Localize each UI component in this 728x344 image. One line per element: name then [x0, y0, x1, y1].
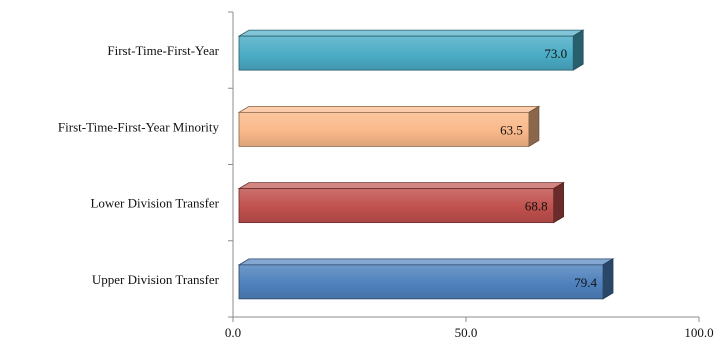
category-label: First-Time-First-Year Minority: [58, 119, 220, 134]
bar-front-face: [238, 111, 530, 147]
data-label: 63.5: [500, 122, 523, 137]
bar-top-face: [237, 105, 541, 113]
data-label: 79.4: [574, 275, 597, 290]
bar-side-face: [602, 258, 614, 300]
bar-front-face: [238, 264, 604, 300]
bar-side-face: [572, 29, 584, 71]
category-label: Upper Division Transfer: [92, 272, 220, 287]
category-labels: First-Time-First-Year First-Time-First-Ye…: [58, 43, 220, 287]
category-label: First-Time-First-Year: [107, 43, 219, 58]
chart-axes: [228, 11, 700, 322]
bar-top-face: [237, 29, 585, 37]
bar-series: 73.0 63.5 68.8 79.4: [237, 29, 615, 300]
bar: [237, 181, 566, 224]
data-label: 73.0: [544, 46, 567, 61]
data-label: 68.8: [525, 199, 548, 214]
bar-top-face: [237, 182, 566, 190]
bar: [237, 258, 615, 300]
bar-side-face: [528, 105, 540, 148]
x-tick-label: 100.0: [684, 325, 713, 340]
bar-side-face: [553, 181, 565, 224]
bar: [237, 29, 585, 71]
bar-front-face: [238, 35, 574, 71]
x-tick-label: 50.0: [455, 325, 478, 340]
bar: [237, 105, 541, 148]
bar-top-face: [237, 258, 615, 266]
x-tick-label: 0.0: [225, 325, 241, 340]
category-label: Lower Division Transfer: [90, 196, 219, 211]
x-tick-labels: 0.0 50.0 100.0: [225, 325, 714, 340]
bar-front-face: [238, 188, 555, 224]
